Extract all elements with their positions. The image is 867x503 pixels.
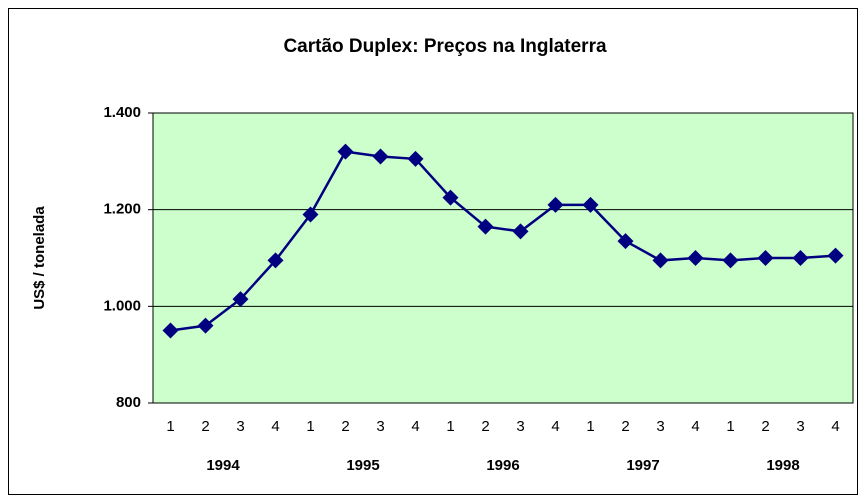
marker xyxy=(442,189,459,206)
marker xyxy=(687,250,704,266)
x-tick-label: 2 xyxy=(761,418,769,435)
x-tick-label: 2 xyxy=(201,418,209,435)
x-tick-label: 3 xyxy=(236,418,244,435)
marker xyxy=(652,252,669,269)
marker xyxy=(372,148,389,165)
x-group-label: 1996 xyxy=(486,457,519,474)
x-tick-label: 1 xyxy=(306,418,314,435)
x-tick-label: 1 xyxy=(166,418,174,435)
plot-area xyxy=(152,112,854,404)
marker xyxy=(617,233,634,250)
x-tick-label: 1 xyxy=(446,418,454,435)
x-tick-label: 3 xyxy=(376,418,384,435)
marker xyxy=(232,291,249,308)
x-tick-label: 4 xyxy=(691,418,699,435)
x-group-label: 1998 xyxy=(766,457,799,474)
y-axis-label: US$ / tonelada xyxy=(31,206,48,310)
marker xyxy=(512,223,529,240)
x-tick-label: 3 xyxy=(656,418,664,435)
chart-title: Cartão Duplex: Preços na Inglaterra xyxy=(283,36,607,57)
marker xyxy=(197,317,214,334)
marker xyxy=(547,196,564,213)
x-tick-label: 2 xyxy=(341,418,349,435)
y-tick-label: 800 xyxy=(116,394,141,411)
x-tick-label: 1 xyxy=(726,418,734,435)
marker xyxy=(267,252,284,269)
x-tick-label: 1 xyxy=(586,418,594,435)
x-tick-label: 3 xyxy=(796,418,804,435)
x-tick-label: 2 xyxy=(481,418,489,435)
marker xyxy=(757,250,774,266)
marker xyxy=(162,322,179,339)
marker xyxy=(792,250,809,266)
marker xyxy=(407,150,424,167)
x-tick-label: 2 xyxy=(621,418,629,435)
y-tick-label: 1.200 xyxy=(103,201,141,218)
y-tick-label: 1.000 xyxy=(103,297,141,314)
x-group-label: 1997 xyxy=(626,457,659,474)
x-tick-label: 4 xyxy=(271,418,279,435)
y-tick-label: 1.400 xyxy=(103,104,141,121)
x-tick-label: 4 xyxy=(551,418,559,435)
marker xyxy=(582,196,599,213)
x-tick-label: 4 xyxy=(411,418,419,435)
marker xyxy=(827,247,844,264)
marker xyxy=(302,206,319,223)
marker xyxy=(337,143,354,160)
x-tick-label: 4 xyxy=(831,418,839,435)
x-group-label: 1995 xyxy=(346,457,379,474)
marker xyxy=(722,252,739,269)
marker xyxy=(477,218,494,235)
x-tick-label: 3 xyxy=(516,418,524,435)
x-group-label: 1994 xyxy=(206,457,240,474)
